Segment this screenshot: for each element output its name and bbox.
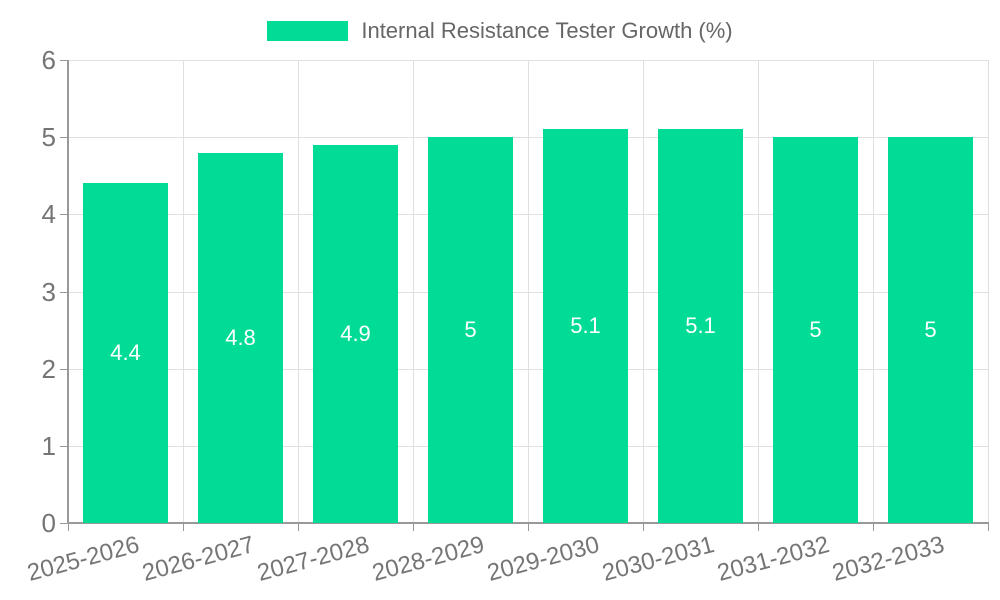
bar: 5 xyxy=(773,137,858,523)
bar-value-label: 5 xyxy=(924,317,937,343)
y-axis-tick xyxy=(60,291,68,293)
bar-value-label: 5 xyxy=(809,317,822,343)
grid-line-vertical xyxy=(528,60,529,523)
bar: 5 xyxy=(888,137,973,523)
x-tick-label: 2028-2029 xyxy=(369,531,487,587)
y-tick-label: 0 xyxy=(41,508,56,538)
grid-line-vertical xyxy=(988,60,989,523)
bar: 5.1 xyxy=(658,129,743,523)
y-axis-tick xyxy=(60,60,68,61)
bar-value-label: 4.4 xyxy=(110,340,141,366)
y-tick-label: 4 xyxy=(41,199,56,230)
x-tick-label: 2026-2027 xyxy=(139,531,257,587)
x-axis-tick xyxy=(68,523,69,531)
x-tick-label: 2031-2032 xyxy=(714,531,832,587)
x-axis-tick xyxy=(758,523,759,531)
y-tick-label: 6 xyxy=(41,45,56,75)
x-tick-label: 2032-2033 xyxy=(829,531,947,587)
y-tick-label: 3 xyxy=(41,276,56,307)
x-axis-tick xyxy=(873,523,874,531)
bar-value-label: 5 xyxy=(464,317,477,343)
y-axis-tick xyxy=(60,368,68,370)
bar: 4.4 xyxy=(83,183,168,523)
y-axis-tick xyxy=(60,523,68,524)
y-axis-tick xyxy=(60,445,68,447)
bar-value-label: 4.8 xyxy=(225,324,256,350)
x-axis-tick xyxy=(643,523,644,531)
x-tick-label: 2025-2026 xyxy=(24,531,142,587)
bar-value-label: 5.1 xyxy=(570,313,601,339)
x-axis-tick xyxy=(988,523,989,531)
bar: 4.9 xyxy=(313,144,398,523)
y-axis-tick xyxy=(60,214,68,216)
grid-line-vertical xyxy=(758,60,759,523)
y-tick-label: 1 xyxy=(41,430,56,461)
grid-line-vertical xyxy=(298,60,299,523)
bar: 4.8 xyxy=(198,152,283,523)
x-axis-tick xyxy=(413,523,414,531)
y-axis-line xyxy=(67,60,69,524)
bar: 5.1 xyxy=(543,129,628,523)
y-tick-label: 2 xyxy=(41,353,56,384)
y-tick-label: 5 xyxy=(41,122,56,153)
x-axis-tick xyxy=(298,523,299,531)
legend: Internal Resistance Tester Growth (%) xyxy=(0,20,1000,42)
x-axis-tick xyxy=(183,523,184,531)
bar-value-label: 4.9 xyxy=(340,320,371,346)
grid-line-vertical xyxy=(873,60,874,523)
legend-label: Internal Resistance Tester Growth (%) xyxy=(361,18,733,43)
x-axis-tick xyxy=(528,523,529,531)
grid-line-vertical xyxy=(643,60,644,523)
x-tick-label: 2029-2030 xyxy=(484,531,602,587)
plot-area: 4.4 4.8 4.9 5 5.1 5.1 5 5 xyxy=(67,60,989,524)
legend-swatch xyxy=(267,21,349,41)
bar-value-label: 5.1 xyxy=(685,313,716,339)
grid-line-vertical xyxy=(183,60,184,523)
grid-line-vertical xyxy=(413,60,414,523)
y-axis-tick xyxy=(60,137,68,139)
x-tick-label: 2027-2028 xyxy=(254,531,372,587)
x-tick-label: 2030-2031 xyxy=(599,531,717,587)
bar: 5 xyxy=(428,137,513,523)
